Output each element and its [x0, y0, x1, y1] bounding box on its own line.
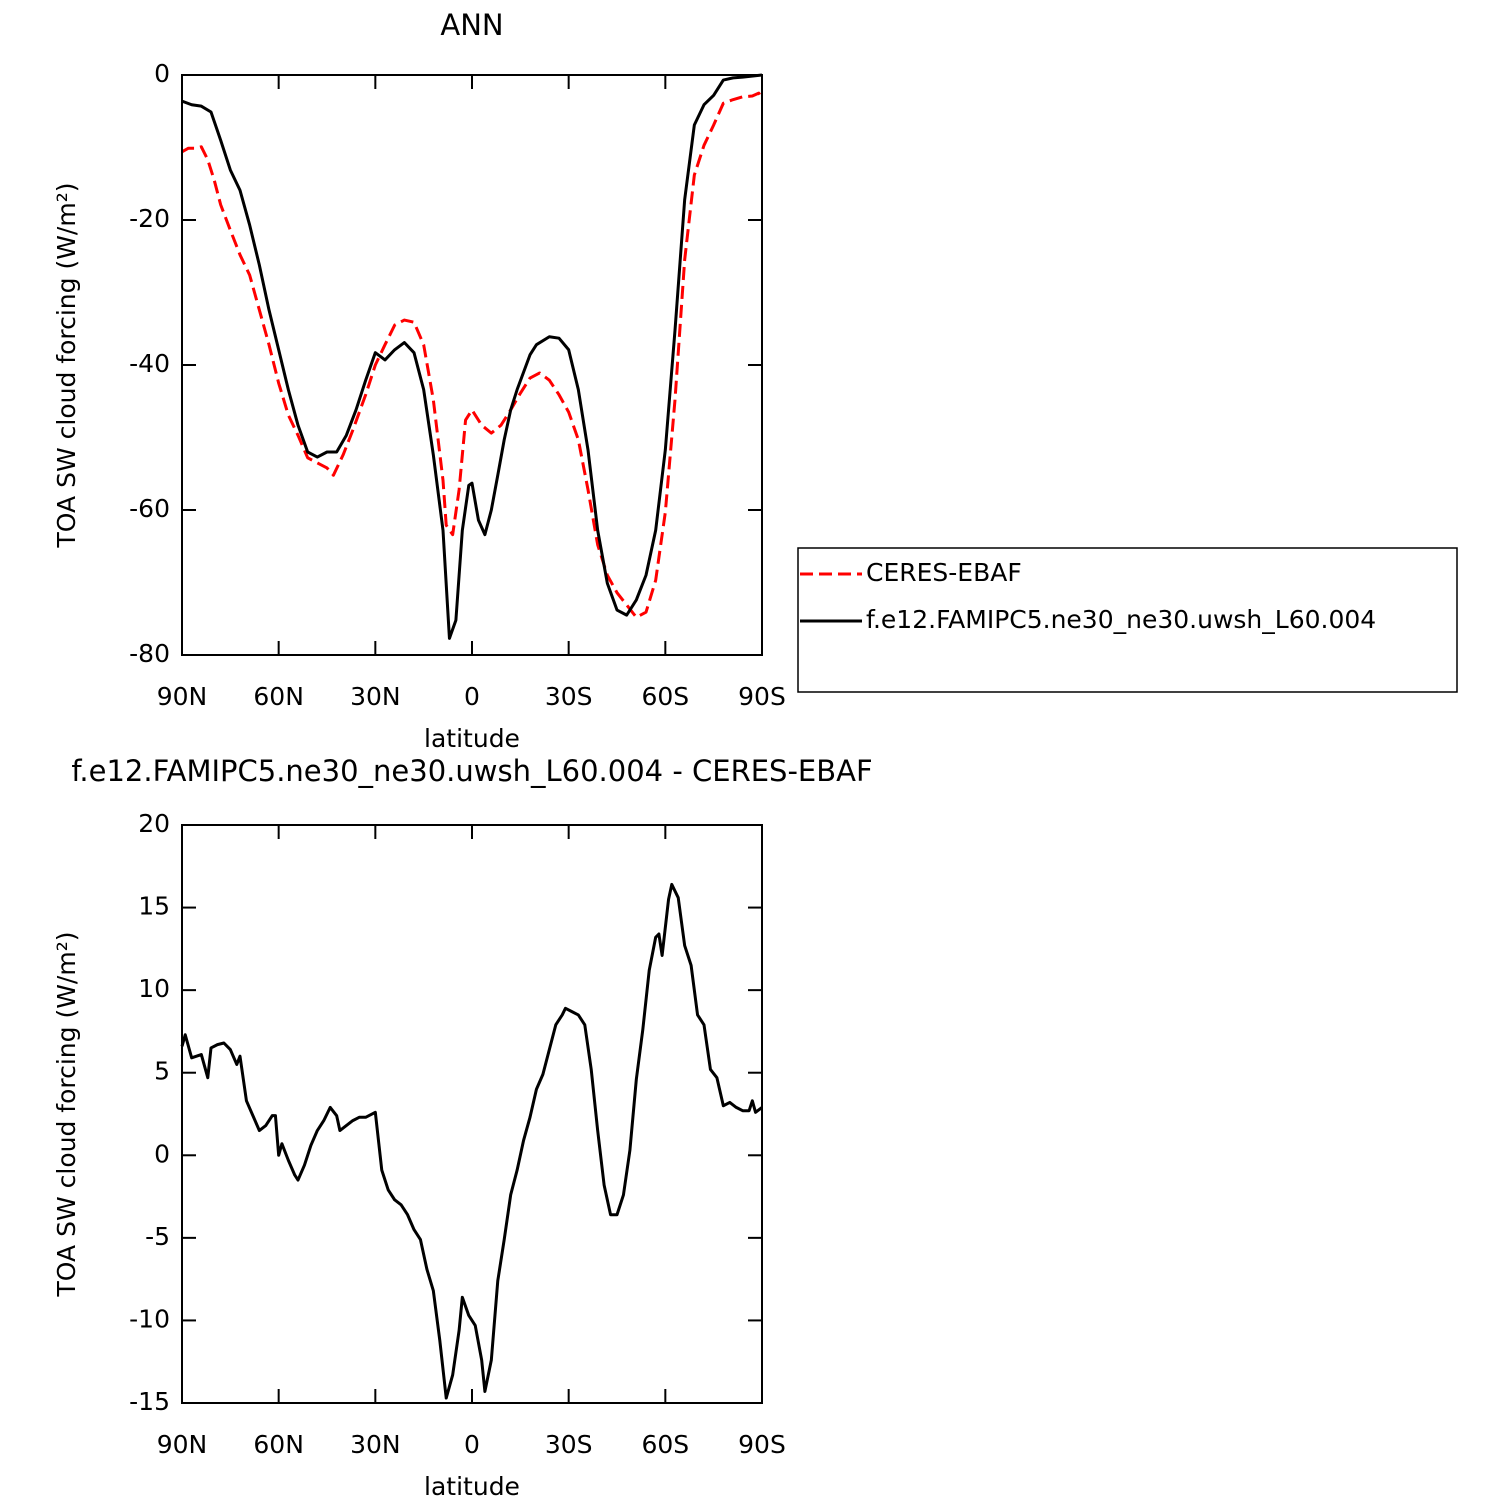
x-axis-label: latitude — [424, 1472, 520, 1501]
x-tick-label: 30N — [350, 1430, 401, 1459]
plot-frame — [181, 74, 763, 656]
x-tick-label: 90S — [738, 1430, 786, 1459]
y-tick-label: 0 — [154, 59, 170, 88]
y-tick-label: -15 — [129, 1387, 170, 1416]
x-tick-label: 30S — [545, 682, 593, 711]
x-tick-label: 60N — [253, 682, 304, 711]
x-tick-label: 30N — [350, 682, 401, 711]
chart-title: f.e12.FAMIPC5.ne30_ne30.uwsh_L60.004 - C… — [71, 754, 872, 788]
y-tick-label: -60 — [129, 494, 170, 523]
y-tick-label: -10 — [129, 1304, 170, 1333]
data-line — [181, 91, 764, 619]
x-tick-label: 90N — [157, 1430, 208, 1459]
chart-title: ANN — [440, 8, 503, 42]
x-tick-label: 0 — [464, 1430, 480, 1459]
y-tick-label: 15 — [138, 892, 170, 921]
legend-box — [797, 547, 1458, 693]
x-tick-label: 30S — [545, 1430, 593, 1459]
x-tick-label: 60S — [641, 682, 689, 711]
y-tick-label: 5 — [154, 1057, 170, 1086]
x-tick-label: 60S — [641, 1430, 689, 1459]
y-tick-label: 0 — [154, 1139, 170, 1168]
y-tick-label: -40 — [129, 349, 170, 378]
y-tick-label: -20 — [129, 204, 170, 233]
y-tick-label: 20 — [138, 809, 170, 838]
legend-label: f.e12.FAMIPC5.ne30_ne30.uwsh_L60.004 — [866, 605, 1376, 634]
y-tick-label: -5 — [145, 1222, 170, 1251]
plot-frame — [181, 824, 763, 1404]
y-tick-label: -80 — [129, 639, 170, 668]
legend-label: CERES-EBAF — [866, 558, 1022, 587]
data-line — [180, 882, 763, 1400]
y-axis-label: TOA SW cloud forcing (W/m²) — [52, 932, 81, 1298]
y-tick-label: 10 — [138, 974, 170, 1003]
data-line — [181, 73, 763, 640]
x-axis-label: latitude — [424, 724, 520, 753]
x-tick-label: 90S — [738, 682, 786, 711]
y-axis-label: TOA SW cloud forcing (W/m²) — [52, 183, 81, 549]
x-tick-label: 60N — [253, 1430, 304, 1459]
x-tick-label: 0 — [464, 682, 480, 711]
x-tick-label: 90N — [157, 682, 208, 711]
